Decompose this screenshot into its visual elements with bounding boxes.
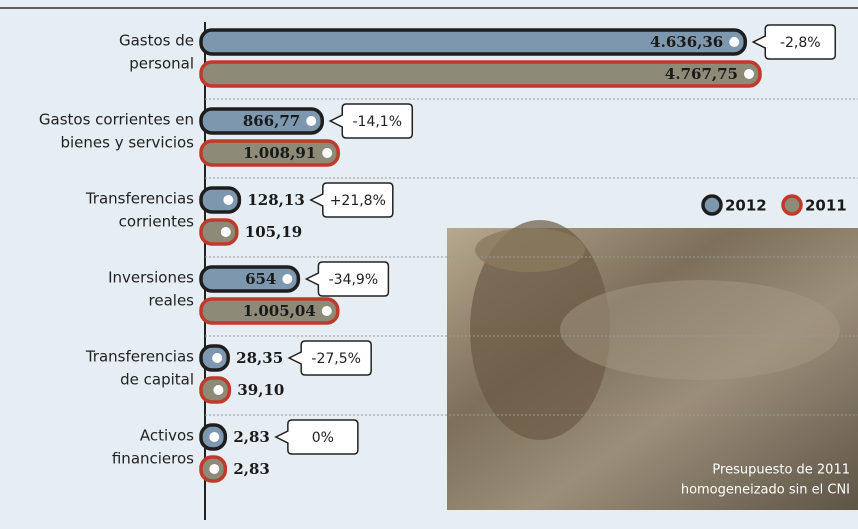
bar-cap bbox=[282, 274, 292, 284]
bar-cap bbox=[213, 385, 223, 395]
legend-label: 2012 bbox=[725, 197, 767, 215]
category-label: Gastos de bbox=[119, 32, 194, 50]
bar-cap bbox=[322, 148, 332, 158]
value-label: 1.005,04 bbox=[243, 302, 316, 320]
bar-cap bbox=[306, 116, 316, 126]
value-label: 1.008,91 bbox=[243, 144, 316, 162]
change-annotation: -14,1% bbox=[352, 114, 402, 130]
bar-cap bbox=[209, 432, 219, 442]
legend-swatch bbox=[783, 196, 801, 214]
category-label: Transferencias bbox=[85, 348, 194, 366]
category-label: Activos bbox=[140, 427, 194, 445]
value-label: 105,19 bbox=[245, 223, 302, 241]
change-annotation: -2,8% bbox=[780, 35, 821, 51]
bar-cap bbox=[322, 306, 332, 316]
value-label: 2,83 bbox=[233, 428, 270, 446]
category-label: bienes y servicios bbox=[60, 134, 194, 152]
value-label: 866,77 bbox=[243, 112, 300, 130]
value-label: 654 bbox=[245, 270, 276, 288]
category-label: Inversiones bbox=[108, 269, 194, 287]
photo-caption: homogeneizado sin el CNI bbox=[681, 483, 850, 498]
change-annotation: +21,8% bbox=[330, 193, 386, 209]
change-annotation: 0% bbox=[312, 430, 334, 446]
value-label: 28,35 bbox=[236, 349, 283, 367]
bar bbox=[201, 220, 237, 244]
photo-caption: Presupuesto de 2011 bbox=[712, 463, 850, 478]
category-label: Transferencias bbox=[85, 190, 194, 208]
value-label: 4.767,75 bbox=[665, 65, 738, 83]
value-label: 39,10 bbox=[237, 381, 284, 399]
category-label: reales bbox=[149, 292, 195, 310]
category-label: personal bbox=[129, 55, 194, 73]
bar-cap bbox=[729, 37, 739, 47]
category-label: corrientes bbox=[119, 213, 195, 231]
category-label: de capital bbox=[120, 371, 194, 389]
legend-swatch bbox=[703, 196, 721, 214]
bar-cap bbox=[223, 195, 233, 205]
category-label: financieros bbox=[112, 450, 194, 468]
value-label: 4.636,36 bbox=[650, 33, 723, 51]
bar-cap bbox=[221, 227, 231, 237]
bar bbox=[201, 188, 239, 212]
category-label: Gastos corrientes en bbox=[39, 111, 194, 129]
change-annotation: -27,5% bbox=[311, 351, 361, 367]
change-annotation: -34,9% bbox=[329, 272, 379, 288]
chart: Presupuesto de 2011 homogeneizado sin el… bbox=[0, 0, 858, 529]
bar-cap bbox=[212, 353, 222, 363]
value-label: 2,83 bbox=[233, 460, 270, 478]
bar-cap bbox=[209, 464, 219, 474]
legend-label: 2011 bbox=[805, 197, 847, 215]
bar-cap bbox=[744, 69, 754, 79]
value-label: 128,13 bbox=[247, 191, 304, 209]
